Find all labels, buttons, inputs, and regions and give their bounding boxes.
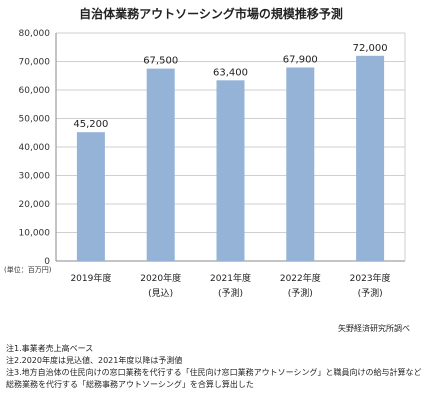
y-tick-label: 20,000 [19, 200, 51, 210]
x-tick-label: 2021年度 [210, 272, 251, 284]
y-tick-label: 80,000 [19, 29, 51, 39]
chart-title: 自治体業務アウトソーシング市場の規模推移予測 [79, 7, 343, 21]
value-labels: 45,200 67,500 63,400 67,900 72,000 [73, 43, 387, 130]
x-tick-sublabel: (予測) [218, 287, 243, 299]
note-line: 注3.地方自治体の住民向けの窓口業務を代行する「住民向け窓口業務アウトソーシング… [6, 368, 422, 377]
x-tick-sublabel: (予測) [288, 287, 313, 299]
bar [216, 80, 245, 261]
value-label: 67,900 [283, 54, 318, 65]
bar [356, 55, 385, 261]
y-tick-label: 0 [44, 257, 50, 267]
notes: 注1.事業者売上高ベース 注2.2020年度は見込値、2021年度以降は予測値 … [6, 343, 422, 391]
y-tick-label: 70,000 [19, 58, 51, 68]
bars [76, 55, 385, 261]
x-axis-labels: 2019年度 2020年度 (見込) 2021年度 (予測) 2022年度 (予測) 2023… [70, 272, 390, 299]
value-label: 67,500 [143, 56, 178, 67]
x-tick-sublabel: (予測) [358, 287, 383, 299]
bar [146, 68, 175, 261]
x-tick-label: 2023年度 [350, 272, 391, 284]
y-tick-label: 10,000 [19, 229, 51, 239]
y-tick-label: 30,000 [19, 172, 51, 182]
x-tick-label: 2019年度 [70, 272, 111, 284]
x-tick-label: 2020年度 [140, 272, 181, 284]
x-tick-sublabel: (見込) [148, 288, 173, 299]
bar [286, 67, 315, 261]
note-line: 注2.2020年度は見込値、2021年度以降は予測値 [6, 356, 183, 365]
bar [76, 132, 105, 261]
x-tick-label: 2022年度 [280, 272, 321, 284]
bar-chart: 0 10,000 20,000 30,000 40,000 50,000 60,000 70,… [19, 29, 406, 299]
value-label: 45,200 [73, 119, 108, 130]
value-label: 63,400 [213, 67, 248, 78]
source-credit: 矢野経済研究所調べ [338, 324, 410, 333]
y-tick-label: 60,000 [19, 86, 51, 96]
y-axis-ticks: 0 10,000 20,000 30,000 40,000 50,000 60,000 70,… [19, 29, 51, 267]
y-tick-label: 40,000 [19, 143, 51, 153]
value-label: 72,000 [353, 43, 388, 54]
unit-label: (単位：百万円) [4, 266, 52, 274]
y-tick-label: 50,000 [19, 115, 51, 125]
note-line: 注1.事業者売上高ベース [6, 344, 94, 353]
note-line: 総務業務を代行する「総務事務アウトソーシング」を合算し算出した [6, 380, 254, 389]
